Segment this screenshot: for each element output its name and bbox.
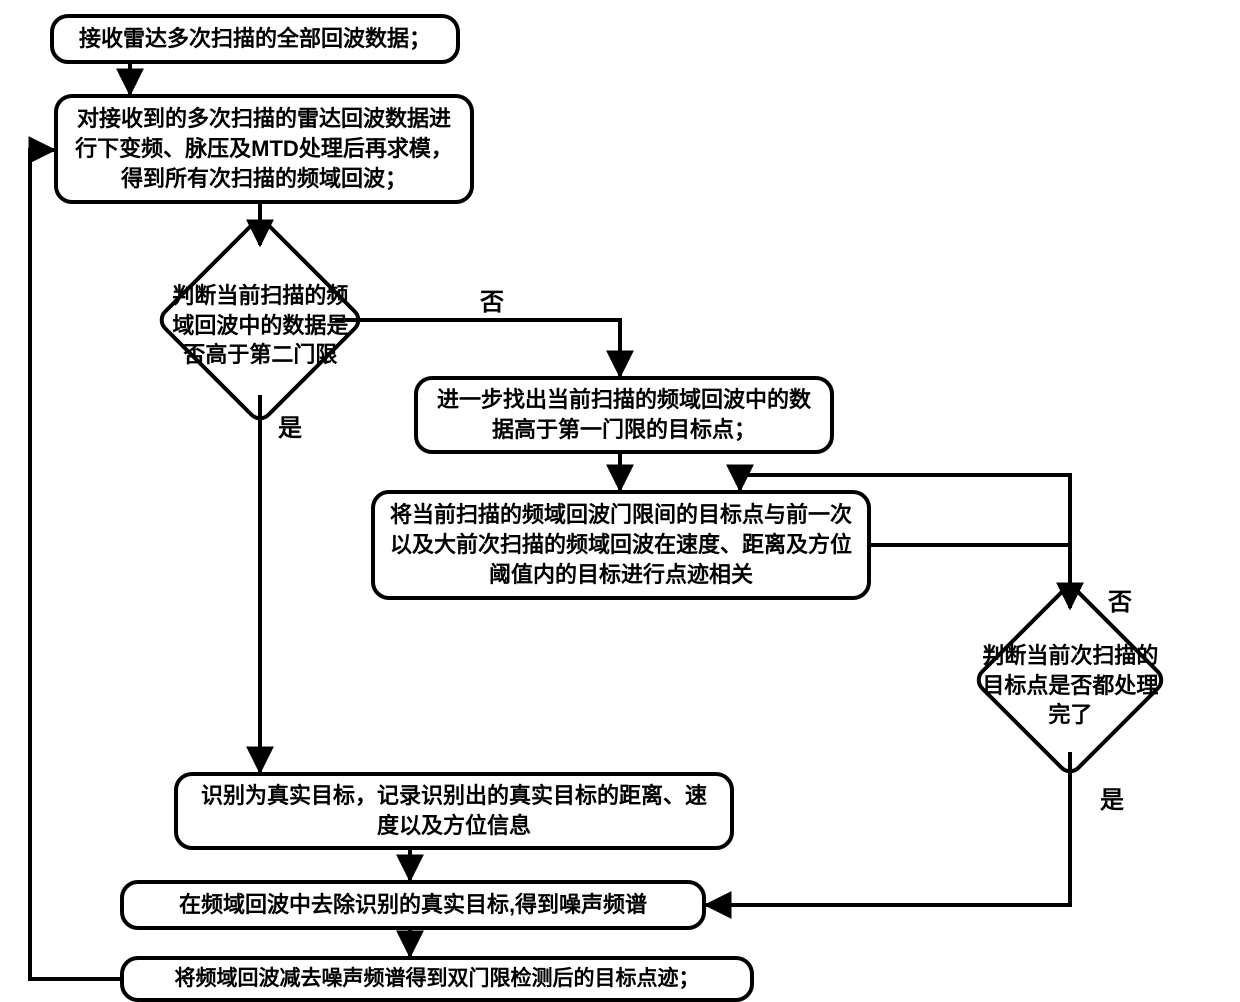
decision-label: 判断当前扫描的频域回波中的数据是否高于第二门限 bbox=[165, 281, 355, 370]
edge-label-no-1: 否 bbox=[480, 282, 504, 317]
edge-label-yes-2: 是 bbox=[1100, 780, 1124, 815]
decision-label: 判断当前次扫描的目标点是否都处理完了 bbox=[975, 641, 1165, 730]
node-double-threshold-result: 将频域回波减去噪声频谱得到双门限检测后的目标点迹； bbox=[120, 956, 754, 1002]
edge-label-yes-1: 是 bbox=[278, 408, 302, 443]
edge-label-no-2: 否 bbox=[1108, 582, 1132, 617]
node-point-correlation: 将当前扫描的频域回波门限间的目标点与前一次以及大前次扫描的频域回波在速度、距离及… bbox=[371, 490, 871, 600]
node-label: 接收雷达多次扫描的全部回波数据； bbox=[79, 24, 431, 54]
node-label: 将当前扫描的频域回波门限间的目标点与前一次以及大前次扫描的频域回波在速度、距离及… bbox=[389, 500, 853, 589]
decision-all-processed: 判断当前次扫描的目标点是否都处理完了 bbox=[971, 581, 1169, 779]
node-label: 在频域回波中去除识别的真实目标,得到噪声频谱 bbox=[179, 890, 647, 920]
node-identify-target: 识别为真实目标，记录识别出的真实目标的距离、速度以及方位信息 bbox=[174, 772, 734, 850]
node-label: 将频域回波减去噪声频谱得到双门限检测后的目标点迹； bbox=[175, 965, 700, 993]
node-noise-spectrum: 在频域回波中去除识别的真实目标,得到噪声频谱 bbox=[120, 880, 706, 930]
node-first-threshold-points: 进一步找出当前扫描的频域回波中的数据高于第一门限的目标点； bbox=[414, 376, 834, 454]
flowchart-canvas: 接收雷达多次扫描的全部回波数据； 对接收到的多次扫描的雷达回波数据进行下变频、脉… bbox=[0, 0, 1240, 1002]
node-label: 识别为真实目标，记录识别出的真实目标的距离、速度以及方位信息 bbox=[192, 781, 716, 840]
node-label: 进一步找出当前扫描的频域回波中的数据高于第一门限的目标点； bbox=[432, 385, 816, 444]
node-label: 对接收到的多次扫描的雷达回波数据进行下变频、脉压及MTD处理后再求模，得到所有次… bbox=[72, 104, 456, 193]
node-preprocess: 对接收到的多次扫描的雷达回波数据进行下变频、脉压及MTD处理后再求模，得到所有次… bbox=[54, 94, 474, 204]
node-receive-data: 接收雷达多次扫描的全部回波数据； bbox=[50, 14, 460, 64]
decision-second-threshold: 判断当前扫描的频域回波中的数据是否高于第二门限 bbox=[154, 214, 366, 426]
